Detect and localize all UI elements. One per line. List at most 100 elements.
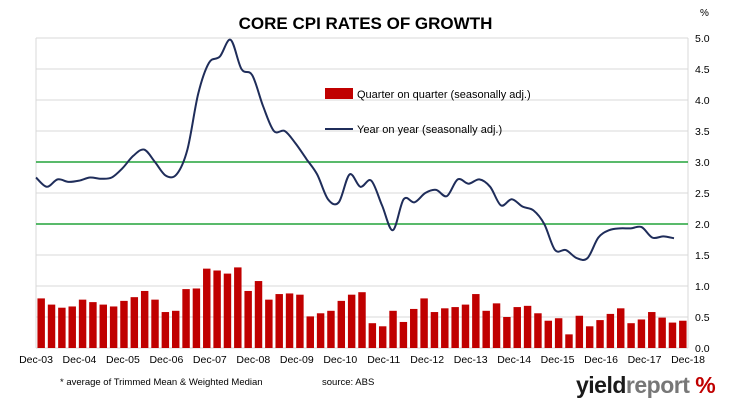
x-tick-label: Dec-06 [149,354,183,366]
bar [182,289,190,348]
source-label: source: ABS [322,377,375,388]
x-tick-label: Dec-13 [454,354,488,366]
x-tick-label: Dec-16 [584,354,618,366]
bar [461,304,470,348]
y-tick-label: 3.0 [695,157,710,169]
bar [275,294,283,348]
x-tick-label: Dec-09 [280,354,314,366]
x-tick-label: Dec-11 [367,354,400,366]
bar [679,320,687,348]
y-tick-label: 4.0 [695,95,710,107]
bar [130,297,139,348]
x-tick-label: Dec-14 [497,354,531,366]
x-tick-label: Dec-17 [628,354,662,366]
y-tick-label: 0.0 [695,343,710,355]
y-tick-label: 0.5 [695,312,710,324]
bar [171,310,180,348]
bar [234,267,242,348]
bar [565,334,573,348]
y-tick-label: 2.0 [695,219,710,231]
x-tick-label: Dec-08 [236,354,270,366]
y-tick-label: 1.5 [695,250,710,262]
bar [658,317,666,348]
bar [140,290,149,348]
bar [316,313,325,348]
bar [89,302,97,348]
bar [244,290,252,348]
bar [265,299,273,348]
y-tick-label: 1.0 [695,281,710,293]
bar [451,307,459,348]
bar [596,320,604,348]
y-tick-label: 4.5 [695,64,710,76]
y-tick-label: 5.0 [695,33,710,45]
bar [120,300,128,348]
bar [58,307,66,348]
bar [161,312,170,348]
bar [668,322,677,348]
x-tick-label: Dec-12 [410,354,444,366]
bar [254,281,263,348]
bar [389,310,397,348]
bar [482,310,490,348]
bar [151,299,159,348]
legend-label-qoq: Quarter on quarter (seasonally adj.) [357,89,531,101]
y-tick-label: 2.5 [695,188,710,200]
bar [399,321,408,348]
bar [472,294,480,348]
bar [68,306,76,348]
yieldreport-logo: yieldreport % [576,372,716,398]
bar [47,304,56,348]
bar [513,307,521,348]
bar [637,319,646,348]
bar [285,293,294,348]
bar [213,270,221,348]
bar [534,313,542,348]
bar [192,288,201,348]
legend-label-yoy: Year on year (seasonally adj.) [357,124,502,136]
bar [306,316,314,348]
x-tick-label: Dec-18 [671,354,705,366]
x-tick-label: Dec-10 [323,354,357,366]
bar [606,313,615,348]
bar [492,303,501,348]
bar [420,298,428,348]
bar [368,323,377,348]
bar [378,326,387,348]
bar [296,294,304,348]
yoy-line [35,38,675,261]
bar [347,294,356,348]
bar [337,300,346,348]
legend-swatch-bar [325,88,353,99]
bar [627,323,635,348]
x-tick-label: Dec-15 [541,354,575,366]
bar [78,299,87,348]
x-tick-label: Dec-04 [63,354,97,366]
bar [554,318,563,348]
x-tick-label: Dec-05 [106,354,140,366]
bar [223,273,232,348]
bar [430,312,439,348]
bar [327,310,335,348]
bar [37,298,45,348]
bar [648,312,656,348]
footnote: * average of Trimmed Mean & Weighted Med… [60,377,263,388]
bar [109,306,118,348]
bar [523,305,532,348]
bar [617,308,625,348]
x-tick-label: Dec-07 [193,354,227,366]
bar [441,308,449,348]
bar [358,292,366,348]
bar [410,308,418,348]
bar [585,326,594,348]
bar [575,315,584,348]
y-tick-label: 3.5 [695,126,710,138]
bar [99,304,107,348]
bar [544,320,553,348]
y-axis-unit-label: % [700,8,709,19]
chart-title: CORE CPI RATES OF GROWTH [238,14,493,33]
bar [203,268,211,348]
bar [503,317,511,348]
x-tick-label: Dec-03 [19,354,53,366]
